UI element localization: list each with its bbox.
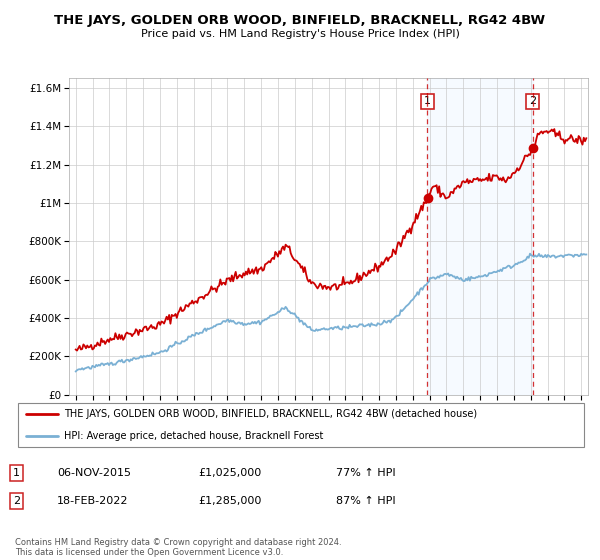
Text: 87% ↑ HPI: 87% ↑ HPI (336, 496, 395, 506)
Text: 1: 1 (424, 96, 431, 106)
FancyBboxPatch shape (18, 403, 584, 447)
Text: Price paid vs. HM Land Registry's House Price Index (HPI): Price paid vs. HM Land Registry's House … (140, 29, 460, 39)
Text: HPI: Average price, detached house, Bracknell Forest: HPI: Average price, detached house, Brac… (64, 431, 323, 441)
Text: 2: 2 (529, 96, 536, 106)
Text: £1,025,000: £1,025,000 (198, 468, 261, 478)
Bar (427, 78, 533, 395)
Text: 06-NOV-2015: 06-NOV-2015 (57, 468, 131, 478)
Text: 1: 1 (13, 468, 20, 478)
Text: THE JAYS, GOLDEN ORB WOOD, BINFIELD, BRACKNELL, RG42 4BW (detached house): THE JAYS, GOLDEN ORB WOOD, BINFIELD, BRA… (64, 409, 477, 419)
Text: £1,285,000: £1,285,000 (198, 496, 262, 506)
Text: 2: 2 (13, 496, 20, 506)
Text: Contains HM Land Registry data © Crown copyright and database right 2024.
This d: Contains HM Land Registry data © Crown c… (15, 538, 341, 557)
Text: 77% ↑ HPI: 77% ↑ HPI (336, 468, 395, 478)
Text: 18-FEB-2022: 18-FEB-2022 (57, 496, 128, 506)
Text: THE JAYS, GOLDEN ORB WOOD, BINFIELD, BRACKNELL, RG42 4BW: THE JAYS, GOLDEN ORB WOOD, BINFIELD, BRA… (55, 14, 545, 27)
